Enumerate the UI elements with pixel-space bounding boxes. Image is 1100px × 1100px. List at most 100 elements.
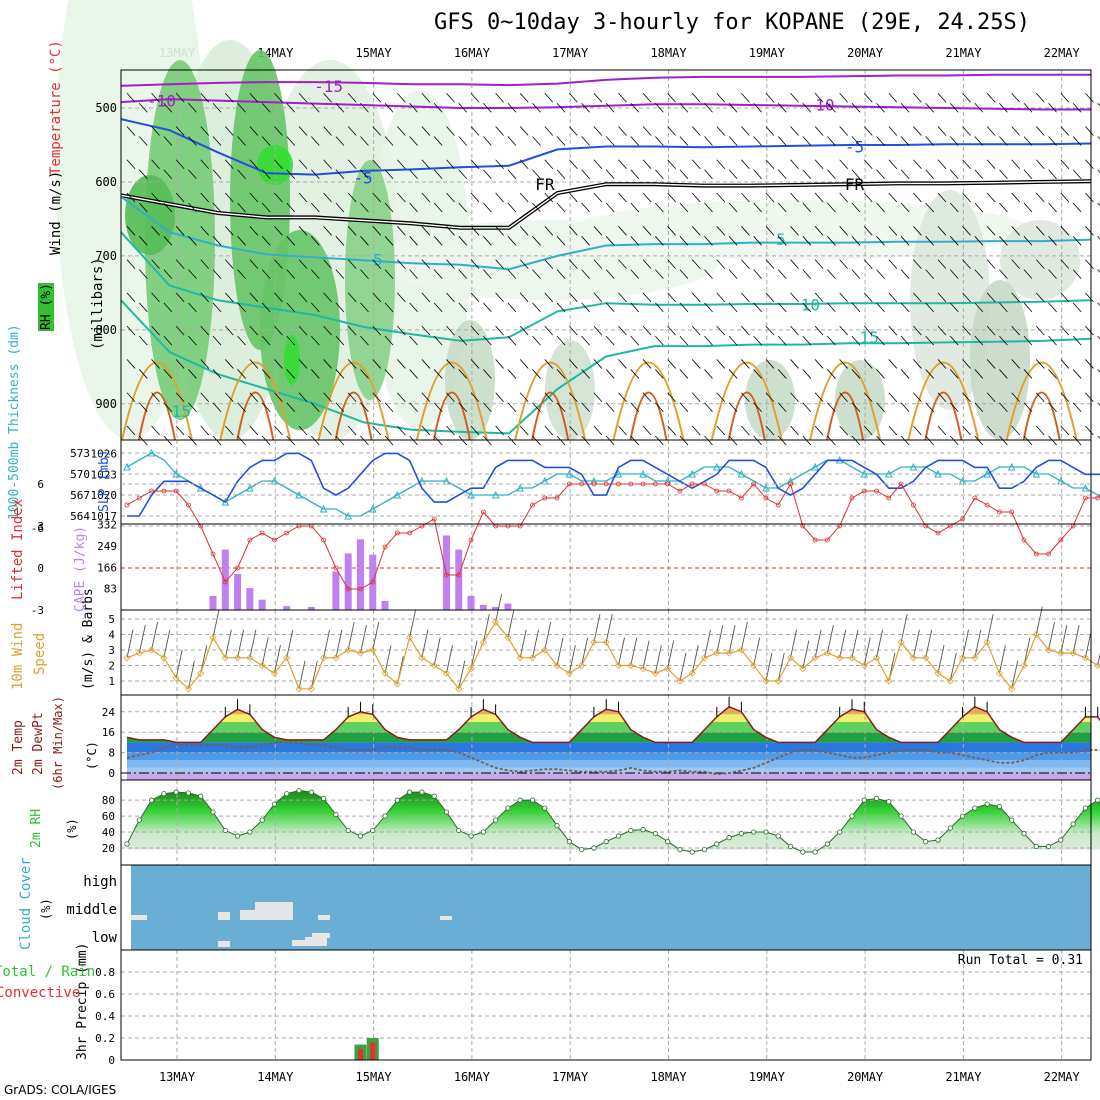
rh-shading-blob (284, 335, 300, 385)
rh-point (763, 829, 769, 835)
upper-wind-barb (814, 192, 824, 203)
upper-wind-barb (900, 102, 910, 113)
rh-tick-label: 80 (102, 794, 115, 807)
wind-axis-label-c: (m/s) & Barbs (81, 588, 96, 690)
dewpoint-line (126, 741, 1100, 776)
upper-wind-barb (888, 292, 898, 303)
upper-wind-barb (274, 425, 283, 436)
bottom-day-label: 16MAY (454, 1070, 491, 1084)
wind-speed-point (786, 654, 795, 662)
upper-wind-barb (1060, 359, 1070, 369)
wind-speed-point (246, 654, 254, 662)
upper-wind-barb (286, 335, 296, 346)
contour-label: -5 (353, 169, 372, 188)
upper-wind-barb (347, 192, 357, 203)
upper-wind-label: Wind (m/s) (48, 171, 64, 255)
upper-wind-barb (372, 159, 382, 170)
upper-wind-barb (347, 126, 357, 136)
upper-wind-barb (360, 236, 369, 246)
rh-point (689, 849, 695, 855)
upper-wind-barb (876, 202, 885, 213)
rh-point (751, 829, 757, 835)
upper-wind-barb (372, 92, 382, 103)
cape-bar (455, 549, 463, 610)
upper-wind-barb (347, 392, 357, 402)
upper-wind-barb (753, 269, 762, 279)
upper-wind-barb (593, 126, 603, 136)
upper-wind-barb (225, 259, 234, 269)
upper-wind-barb (225, 159, 234, 170)
upper-wind-barb (925, 102, 934, 113)
thickness-tick-label: 573 (70, 447, 90, 460)
upper-wind-barb (397, 126, 406, 136)
wind-barb (740, 621, 748, 651)
temp-band (127, 767, 1091, 773)
wind-barb (728, 625, 736, 654)
rh-point (837, 829, 843, 835)
rh-point (787, 843, 794, 850)
cape-panel-frame (120, 523, 1092, 611)
wind-barb (519, 629, 527, 658)
upper-wind-barb (544, 325, 554, 336)
upper-wind-barb (728, 402, 738, 412)
upper-wind-barb (1060, 159, 1070, 170)
wind-speed-point (258, 661, 266, 670)
lifted-index-point (886, 495, 892, 501)
upper-wind-barb (741, 159, 750, 170)
wind-speed-point (799, 665, 807, 673)
rh-point (284, 791, 290, 797)
upper-wind-barb (900, 369, 910, 379)
upper-wind-barb (1072, 369, 1082, 379)
upper-temp-label: Temperature (°C) (48, 40, 64, 175)
upper-wind-barb (274, 325, 283, 336)
thickness-point (172, 469, 180, 478)
upper-wind-barb (1035, 325, 1045, 336)
rh-point (1021, 831, 1027, 837)
contour-label: 15 (172, 402, 191, 421)
upper-wind-barb (986, 292, 996, 303)
rh-tick-label: 20 (102, 842, 115, 855)
grads-credit: GrADS: COLA/IGES (4, 1083, 117, 1097)
upper-wind-barb (212, 402, 222, 412)
upper-wind-barb (507, 369, 517, 379)
upper-wind-barb (384, 335, 394, 346)
wind-speed-line (126, 621, 1100, 690)
upper-wind-barb (126, 292, 136, 303)
upper-wind-barb (274, 226, 283, 236)
upper-wind-barb (1085, 359, 1094, 369)
upper-wind-barb (667, 425, 676, 436)
upper-wind-barb (286, 102, 296, 113)
upper-wind-barb (741, 359, 750, 369)
thickness-point (1032, 469, 1041, 478)
wind-barb (925, 629, 933, 658)
lifted-index-point (149, 488, 154, 494)
upper-wind-barb (274, 392, 283, 402)
upper-wind-barb (851, 169, 861, 180)
upper-wind-barb (225, 425, 234, 436)
upper-wind-barb (249, 392, 259, 402)
upper-wind-barb (962, 92, 971, 103)
upper-wind-barb (1085, 259, 1094, 269)
rh-point (1009, 817, 1015, 823)
upper-wind-barb (470, 126, 480, 136)
cape-bar (381, 600, 389, 610)
wind-barb (568, 645, 576, 674)
upper-wind-barb (347, 259, 357, 269)
precip-legend-convective: Convective (0, 985, 80, 1001)
wind-barb (581, 637, 589, 666)
upper-wind-barb (126, 425, 136, 436)
upper-wind-barb (618, 359, 627, 369)
upper-wind-barb (421, 392, 431, 402)
upper-wind-barb (1023, 269, 1033, 279)
upper-wind-barb (913, 325, 922, 336)
wind-barb (593, 614, 601, 643)
upper-wind-barb (200, 292, 210, 303)
wind-speed-point (442, 669, 451, 677)
lifted-index-point (210, 551, 216, 557)
upper-wind-barb (655, 202, 664, 213)
upper-wind-barb (1035, 92, 1045, 103)
upper-wind-barb (138, 369, 148, 379)
upper-wind-barb (483, 169, 492, 180)
upper-wind-barb (495, 392, 504, 402)
upper-wind-barb (679, 169, 689, 180)
